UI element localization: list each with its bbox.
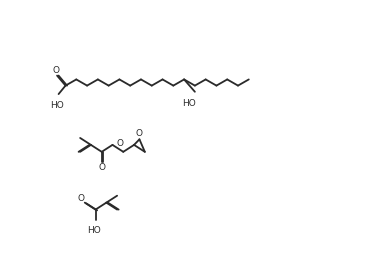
Text: O: O <box>53 66 60 75</box>
Text: HO: HO <box>87 226 101 235</box>
Text: HO: HO <box>182 99 196 108</box>
Text: HO: HO <box>50 101 64 110</box>
Text: O: O <box>77 194 85 203</box>
Text: O: O <box>136 129 143 138</box>
Text: O: O <box>99 163 106 172</box>
Text: O: O <box>116 139 123 148</box>
